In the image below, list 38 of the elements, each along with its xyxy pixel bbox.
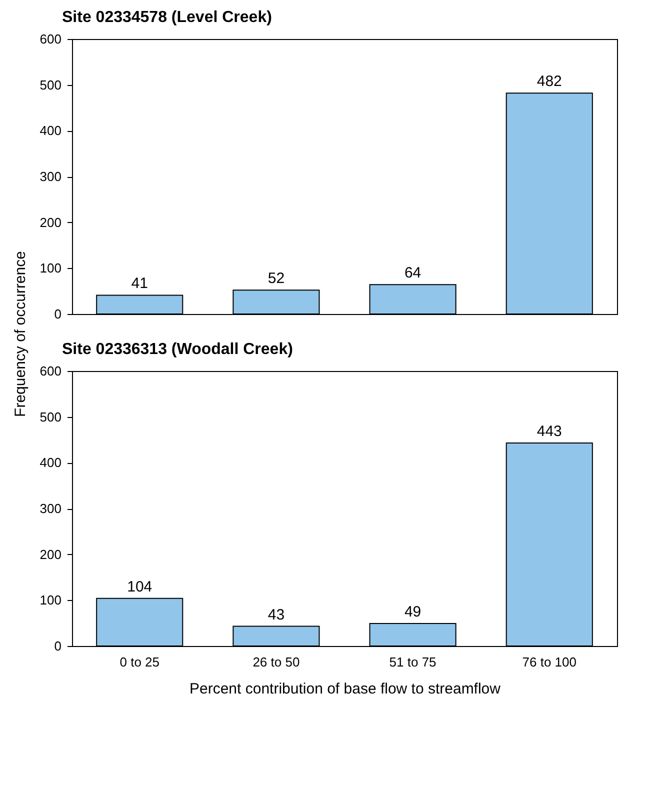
bar [506,92,593,314]
y-tick-label: 600 [40,364,62,378]
data-label: 43 [268,606,285,624]
y-tick-label: 200 [40,546,62,562]
y-tick-label: 400 [40,123,62,138]
y-tick-label: 300 [40,501,62,516]
chart-title: Site 02334578 (Level Creek) [62,9,272,26]
bar [369,284,456,314]
y-tick-label: 500 [40,409,62,424]
y-tick-label: 400 [40,455,62,470]
bar [232,290,320,314]
data-label: 482 [536,73,562,90]
y-tick-label: 500 [40,77,62,92]
y-tick-label: 100 [40,592,62,608]
y-tick-label: 200 [40,214,62,230]
bar [369,623,456,646]
data-label: 49 [404,604,422,621]
x-tick-label: 51 to 75 [389,654,436,670]
bar [506,442,593,646]
bar [96,294,184,314]
data-label: 64 [404,264,422,282]
x-axis-title: Percent contribution of base flow to streamflow [190,680,501,698]
bar [96,598,184,646]
y-tick-label: 300 [40,169,62,184]
chart-title: Site 02336313 (Woodall Creek) [62,341,293,358]
data-label: 52 [268,270,285,288]
data-label: 104 [127,578,152,596]
x-tick-label: 26 to 50 [252,654,300,670]
data-label: 443 [536,422,562,440]
y-tick-label: 0 [54,306,62,322]
x-tick-label: 76 to 100 [522,654,576,670]
data-label: 41 [131,275,148,292]
bar [232,626,320,646]
y-tick-label: 600 [40,32,62,46]
x-tick-label: 0 to 25 [120,654,160,670]
y-tick-label: 100 [40,260,62,276]
y-axis-title: Frequency of occurrence [12,251,29,417]
y-tick-label: 0 [54,638,62,654]
